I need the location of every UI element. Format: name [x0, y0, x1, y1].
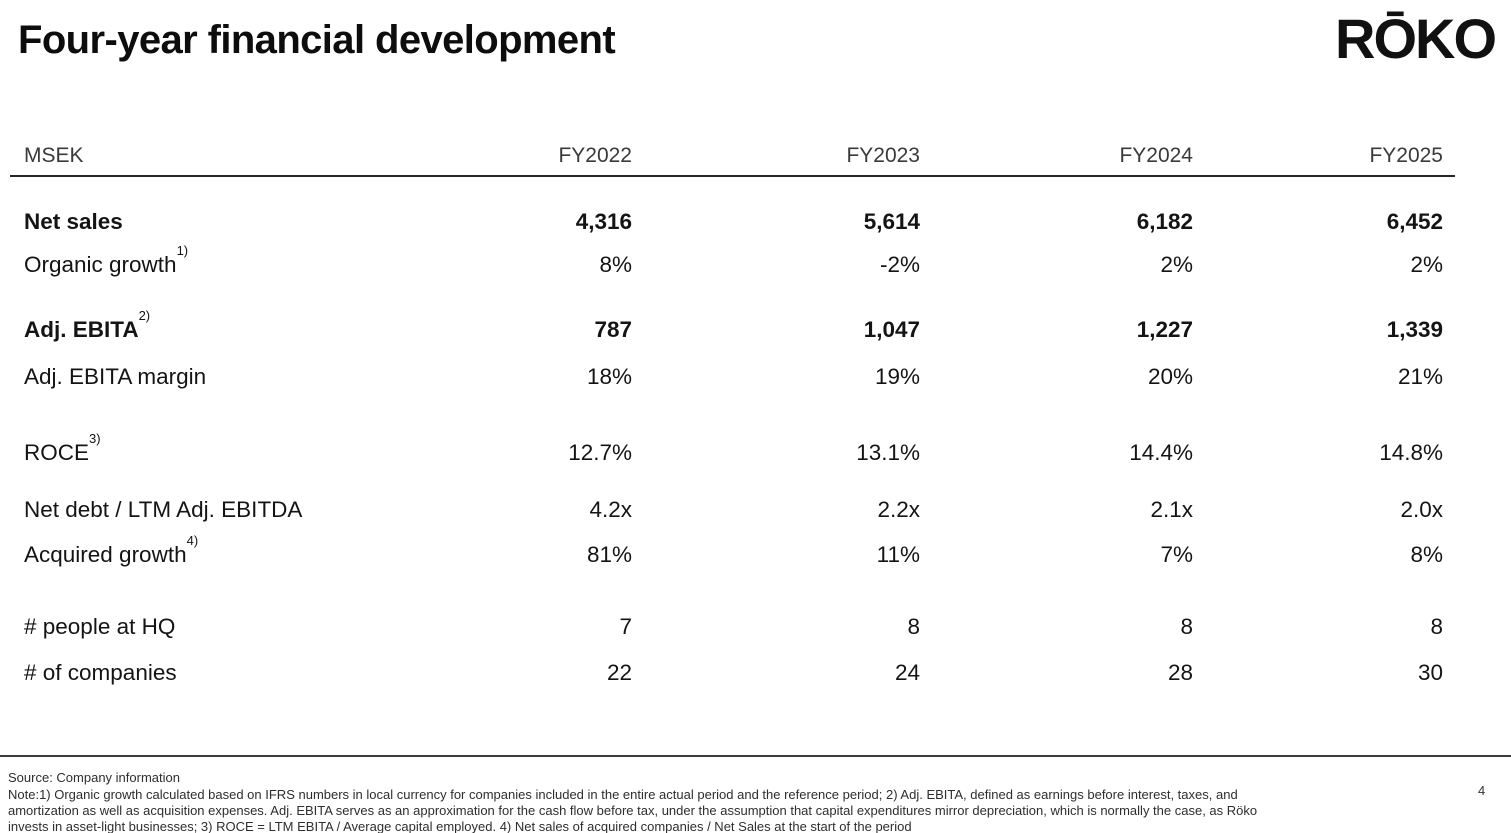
- footnote-marker: 4): [186, 532, 199, 548]
- page-title: Four-year financial development: [18, 18, 616, 62]
- cell-value: 20%: [1147, 364, 1193, 389]
- cell-value: 19%: [874, 364, 920, 389]
- row-label-text: Net debt / LTM Adj. EBITDA: [24, 497, 303, 522]
- table-row-number-of-companies: # of companies 22 24 28 30: [24, 658, 1443, 688]
- row-label: # people at HQ: [24, 612, 374, 642]
- row-label-text: # of companies: [24, 660, 177, 685]
- cell-value: 11%: [876, 542, 920, 567]
- row-label: Acquired growth4): [24, 534, 374, 570]
- row-label: Adj. EBITA2): [24, 309, 374, 345]
- cell-value: 14.4%: [1129, 440, 1193, 465]
- column-header-fy2024: FY2024: [1119, 144, 1193, 167]
- row-label: Adj. EBITA margin: [24, 362, 374, 392]
- roko-logo: RŌKO: [1335, 7, 1497, 70]
- table-header-row: MSEK FY2022 FY2023 FY2024 FY2025: [24, 141, 1443, 171]
- note-line-2: amortization as well as acquisition expe…: [8, 803, 1258, 818]
- table-row-adj-ebita-margin: Adj. EBITA margin 18% 19% 20% 21%: [24, 362, 1443, 392]
- cell-value: 24: [894, 660, 920, 685]
- cell-value: 13.1%: [856, 440, 920, 465]
- note-line-1: Note:1) Organic growth calculated based …: [8, 787, 1238, 802]
- cell-value: 1,339: [1386, 317, 1443, 342]
- cell-value: 8%: [599, 252, 632, 277]
- table-row-organic-growth: Organic growth1) 8% -2% 2% 2%: [24, 244, 1443, 280]
- footnote-marker: 2): [138, 307, 151, 323]
- header-rule: [10, 175, 1455, 177]
- cell-value: 2.2x: [877, 497, 920, 522]
- note-line-3: invests in asset-light businesses; 3) RO…: [8, 819, 912, 833]
- row-label: Net sales: [24, 207, 374, 237]
- cell-value: 2.1x: [1150, 497, 1193, 522]
- row-label-text: Organic growth: [24, 252, 177, 277]
- row-label-text: # people at HQ: [24, 614, 176, 639]
- source-line: Source: Company information: [8, 770, 180, 785]
- cell-value: 12.7%: [568, 440, 632, 465]
- footnote-marker: 3): [89, 430, 101, 446]
- page-number: 4: [1478, 783, 1486, 798]
- cell-value: 2%: [1160, 252, 1193, 277]
- row-label-text: Adj. EBITA margin: [24, 364, 207, 389]
- cell-value: 21%: [1397, 364, 1443, 389]
- cell-value: -2%: [879, 252, 920, 277]
- row-label-text: Adj. EBITA: [24, 317, 139, 342]
- cell-value: 7: [619, 614, 632, 639]
- cell-value: 5,614: [863, 209, 920, 234]
- unit-label: MSEK: [24, 144, 84, 167]
- cell-value: 4,316: [575, 209, 632, 234]
- cell-value: 4.2x: [589, 497, 632, 522]
- table-row-people-at-hq: # people at HQ 7 8 8 8: [24, 612, 1443, 642]
- cell-value: 8: [1180, 614, 1193, 639]
- cell-value: 18%: [586, 364, 632, 389]
- cell-value: 1,047: [863, 317, 920, 342]
- row-label: Organic growth1): [24, 244, 374, 280]
- table-row-roce: ROCE3) 12.7% 13.1% 14.4% 14.8%: [24, 432, 1443, 468]
- cell-value: 1,227: [1136, 317, 1193, 342]
- table-row-net-debt-ltm-ebitda: Net debt / LTM Adj. EBITDA 4.2x 2.2x 2.1…: [24, 495, 1443, 525]
- cell-value: 8%: [1410, 542, 1443, 567]
- row-label-text: ROCE: [24, 440, 90, 465]
- row-label-text: Net sales: [24, 209, 123, 234]
- cell-value: 14.8%: [1379, 440, 1443, 465]
- table-row-acquired-growth: Acquired growth4) 81% 11% 7% 8%: [24, 534, 1443, 570]
- cell-value: 787: [594, 317, 632, 342]
- column-header-fy2022: FY2022: [558, 144, 632, 167]
- footnote-marker: 1): [176, 242, 189, 258]
- cell-value: 6,452: [1386, 209, 1443, 234]
- table-row-net-sales: Net sales 4,316 5,614 6,182 6,452: [24, 207, 1443, 237]
- cell-value: 2.0x: [1400, 497, 1443, 522]
- cell-value: 30: [1417, 660, 1443, 685]
- cell-value: 81%: [586, 542, 632, 567]
- footer-rule: [0, 755, 1511, 757]
- cell-value: 7%: [1160, 542, 1193, 567]
- table-row-adj-ebita: Adj. EBITA2) 787 1,047 1,227 1,339: [24, 309, 1443, 345]
- row-label-text: Acquired growth: [24, 542, 187, 567]
- cell-value: 8: [1430, 614, 1443, 639]
- column-header-fy2023: FY2023: [846, 144, 920, 167]
- cell-value: 22: [606, 660, 632, 685]
- cell-value: 28: [1167, 660, 1193, 685]
- row-label: # of companies: [24, 658, 374, 688]
- cell-value: 8: [907, 614, 920, 639]
- column-header-fy2025: FY2025: [1369, 144, 1443, 167]
- cell-value: 2%: [1410, 252, 1443, 277]
- cell-value: 6,182: [1136, 209, 1193, 234]
- row-label: ROCE3): [24, 432, 374, 468]
- row-label: Net debt / LTM Adj. EBITDA: [24, 495, 374, 525]
